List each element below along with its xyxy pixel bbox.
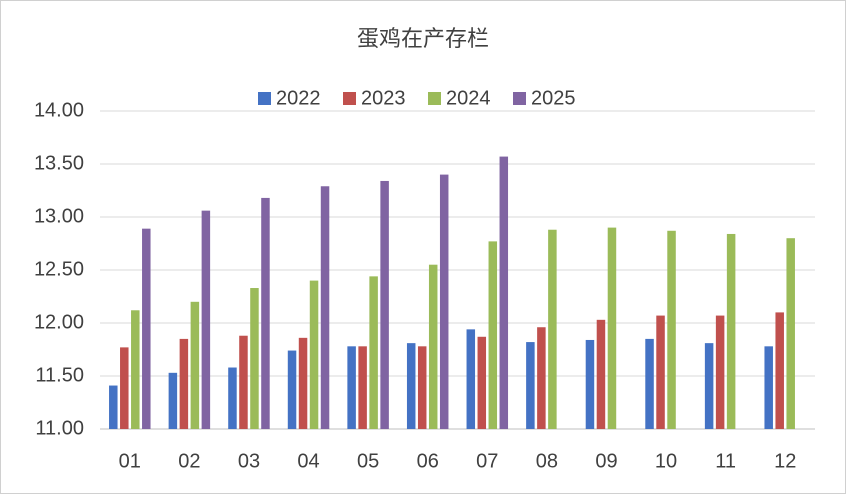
y-tick-label: 11.00 <box>35 417 84 439</box>
x-tick-label: 05 <box>357 450 379 472</box>
bar <box>499 156 509 429</box>
bar <box>131 310 140 429</box>
bar <box>596 319 606 429</box>
x-tick-label: 12 <box>774 450 796 472</box>
bar <box>190 301 200 429</box>
x-tick-label: 03 <box>238 450 260 472</box>
bar <box>239 335 248 429</box>
bar <box>537 327 546 429</box>
bar <box>358 346 367 429</box>
bar <box>488 241 498 429</box>
chart-title: 蛋鸡在产存栏 <box>357 26 489 51</box>
y-tick-label: 11.50 <box>35 364 84 386</box>
legend-label: 2023 <box>361 87 406 109</box>
bar <box>704 343 714 429</box>
x-tick-label: 07 <box>476 450 498 472</box>
bar <box>228 367 237 429</box>
legend-swatch <box>343 92 356 105</box>
x-tick-label: 10 <box>655 450 677 472</box>
bar <box>298 337 308 429</box>
bar <box>607 227 617 429</box>
bar <box>775 312 784 429</box>
bar <box>667 230 676 429</box>
y-tick-label: 12.50 <box>34 258 84 280</box>
bar <box>477 336 487 429</box>
bar <box>656 315 665 429</box>
bar <box>142 228 151 429</box>
x-tick-label: 09 <box>595 450 617 472</box>
legend-swatch <box>428 92 441 105</box>
bar <box>120 347 129 429</box>
bar <box>261 197 270 429</box>
legend-swatch <box>258 92 271 105</box>
bar <box>168 372 178 429</box>
bar <box>380 180 389 429</box>
y-tick-label: 13.00 <box>34 205 84 227</box>
bar <box>406 343 416 429</box>
bar <box>179 338 189 429</box>
x-tick-label: 01 <box>119 450 141 472</box>
bar <box>439 174 449 429</box>
legend-label: 2025 <box>531 87 576 109</box>
bar <box>287 350 297 429</box>
bar <box>466 329 476 429</box>
bar <box>548 229 557 429</box>
bar <box>201 210 211 429</box>
bar <box>320 186 330 429</box>
bar <box>786 238 795 429</box>
x-tick-label: 04 <box>297 450 319 472</box>
bar <box>369 276 378 429</box>
bar <box>585 339 595 429</box>
bar <box>726 233 736 429</box>
bar <box>526 342 535 429</box>
bar <box>764 346 773 429</box>
x-tick-label: 11 <box>715 450 736 472</box>
bar <box>309 280 319 429</box>
bar <box>109 385 118 429</box>
bar <box>645 338 654 429</box>
bar <box>715 315 725 429</box>
bar <box>347 346 356 429</box>
y-tick-label: 14.00 <box>34 99 84 121</box>
y-tick-label: 12.00 <box>34 311 84 333</box>
x-tick-label: 02 <box>178 450 200 472</box>
legend-swatch <box>513 92 526 105</box>
legend-label: 2024 <box>446 87 491 109</box>
legend-label: 2022 <box>276 87 321 109</box>
bar <box>428 264 438 429</box>
y-tick-label: 13.50 <box>34 152 84 174</box>
x-tick-label: 08 <box>536 450 558 472</box>
bar <box>250 288 259 429</box>
bar <box>417 346 427 429</box>
x-tick-label: 06 <box>417 450 439 472</box>
